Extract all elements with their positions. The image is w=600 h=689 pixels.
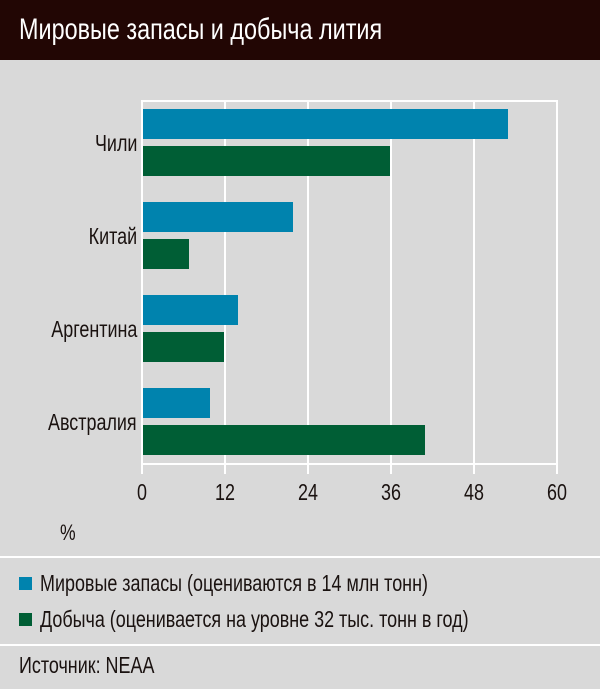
plot-area: 0 12 24 36 48 60 Чили Китай Аргентина Австралия … <box>0 60 600 557</box>
tick-label-60: 60 <box>547 479 567 505</box>
tick-mark-24 <box>307 463 309 474</box>
gridline-60 <box>556 101 558 474</box>
tick-mark-60 <box>556 463 558 474</box>
bar-reserves <box>143 388 211 418</box>
category-label: Аргентина <box>50 315 137 342</box>
tick-label-24: 24 <box>298 479 318 505</box>
tick-label-48: 48 <box>464 479 484 505</box>
source-note: Источник: NEAA <box>19 652 155 678</box>
legend-item-reserves: Мировые запасы (оцениваются в 14 млн тон… <box>19 569 537 597</box>
gridline-36 <box>390 101 392 474</box>
tick-mark-0 <box>141 463 143 474</box>
chart-title: Мировые запасы и добыча лития <box>19 13 383 46</box>
category-label: Австралия <box>48 408 137 435</box>
legend-swatch-production <box>19 612 32 626</box>
gridline-0 <box>141 101 143 474</box>
category-label: Чили <box>94 129 137 156</box>
bar-production <box>143 146 390 176</box>
legend-label-production: Добыча (оценивается на уровне 32 тыс. то… <box>40 606 469 632</box>
legend-label-reserves: Мировые запасы (оцениваются в 14 млн тон… <box>40 570 428 596</box>
legend-swatch-reserves <box>19 576 32 590</box>
plot-frame-top <box>141 100 558 102</box>
legend-item-production: Добыча (оценивается на уровне 32 тыс. то… <box>19 605 589 633</box>
category-label: Китай <box>88 222 137 249</box>
bar-reserves <box>143 109 508 139</box>
bar-production <box>143 332 224 362</box>
source-separator <box>0 644 600 646</box>
bar-reserves <box>143 202 294 232</box>
x-axis-unit-label: % <box>60 520 76 545</box>
bar-production <box>143 239 190 269</box>
x-axis-line <box>141 463 558 465</box>
legend-separator <box>0 556 600 558</box>
gridline-12 <box>224 101 226 474</box>
title-bar: Мировые запасы и добыча лития <box>0 0 600 60</box>
tick-mark-48 <box>473 463 475 474</box>
tick-label-0: 0 <box>137 479 147 505</box>
gridline-24 <box>307 101 309 474</box>
gridline-48 <box>473 101 475 474</box>
tick-label-36: 36 <box>381 479 401 505</box>
bar-reserves <box>143 295 238 325</box>
tick-label-12: 12 <box>215 479 235 505</box>
tick-mark-36 <box>390 463 392 474</box>
tick-mark-12 <box>224 463 226 474</box>
bar-production <box>143 425 425 455</box>
